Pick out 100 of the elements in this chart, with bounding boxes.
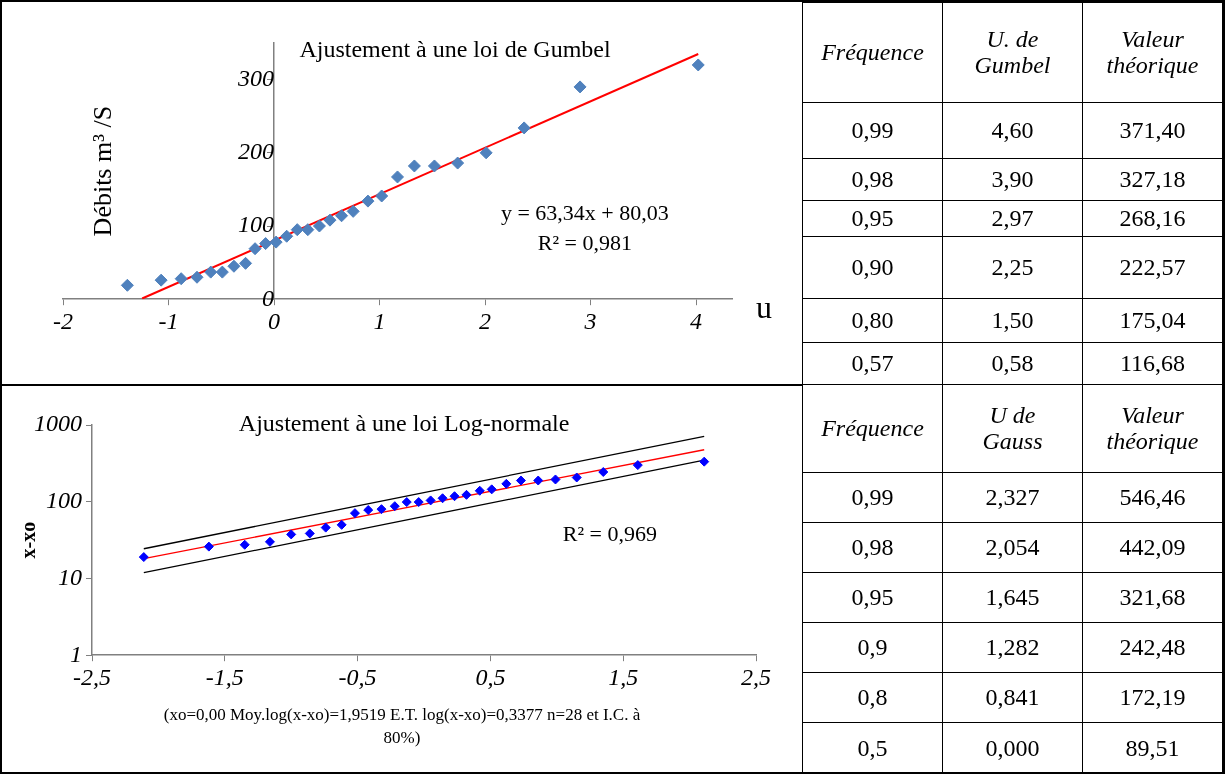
text: 175,04: [1082, 298, 1223, 343]
text: 1,282: [942, 622, 1083, 673]
point: [571, 472, 582, 483]
point: [190, 270, 204, 284]
point: [174, 272, 188, 286]
point: [632, 460, 643, 471]
text: 0,98: [802, 522, 943, 573]
text: 0,99: [802, 102, 943, 159]
x-tick-label: -1,5: [205, 663, 244, 690]
text: 1,645: [942, 572, 1083, 623]
point: [301, 223, 315, 237]
text: 327,18: [1082, 158, 1223, 201]
text: 116,68: [1082, 342, 1223, 385]
point: [474, 485, 485, 496]
text: 0,57: [802, 342, 943, 385]
text: 0,000: [942, 722, 1083, 774]
text: 222,57: [1082, 236, 1223, 299]
point: [203, 541, 214, 552]
y-axis-title: Débits m³ /S: [87, 105, 117, 237]
annotation: R² = 0,981: [537, 230, 632, 256]
x-tick-label: 0,5: [475, 663, 506, 690]
point: [227, 259, 241, 273]
point: [363, 505, 374, 516]
text: 0,99: [802, 472, 943, 523]
annotation: y = 63,34x + 80,03: [500, 200, 669, 226]
point: [550, 474, 561, 485]
point: [215, 265, 229, 279]
text: 442,09: [1082, 522, 1223, 573]
point: [204, 265, 218, 279]
point: [323, 213, 337, 227]
text: 0,95: [802, 200, 943, 237]
y-tick-label: 10: [58, 563, 82, 590]
x-axis-title: u: [756, 288, 772, 325]
point: [515, 475, 526, 486]
point: [304, 528, 315, 539]
x-tick-label: 2,5: [741, 663, 771, 690]
point: [598, 467, 609, 478]
y-tick-label: 100: [46, 487, 82, 514]
point: [501, 478, 512, 489]
text: 1,50: [942, 298, 1083, 343]
chart-title: Ajustement à une loi de Gumbel: [299, 36, 611, 63]
text: 371,40: [1082, 102, 1223, 159]
point: [320, 522, 331, 533]
x-tick-label: 2: [479, 307, 492, 334]
y-axis-title: x-xo: [17, 521, 40, 559]
text: 321,68: [1082, 572, 1223, 623]
point: [376, 504, 387, 515]
text: Valeur théorique: [1082, 2, 1223, 103]
y-tick-label: 300: [237, 64, 275, 91]
text: 2,25: [942, 236, 1083, 299]
point: [479, 146, 493, 160]
text: 242,48: [1082, 622, 1223, 673]
text: 0,80: [802, 298, 943, 343]
text: 172,19: [1082, 672, 1223, 723]
text: 2,054: [942, 522, 1083, 573]
point: [375, 189, 389, 203]
point: [413, 497, 424, 508]
text: 0,95: [802, 572, 943, 623]
point: [533, 475, 544, 486]
annotation: R² = 0,969: [562, 521, 658, 547]
point: [391, 170, 404, 184]
x-tick-label: 1: [373, 307, 386, 334]
x-tick-label: 4: [690, 307, 703, 334]
point: [312, 219, 326, 233]
point: [573, 80, 587, 94]
point: [269, 235, 283, 249]
point: [239, 539, 250, 550]
chart-title: Ajustement à une loi Log-normale: [238, 410, 570, 437]
text: 2,327: [942, 472, 1083, 523]
point: [361, 194, 375, 208]
point: [427, 159, 441, 173]
text: 0,90: [802, 236, 943, 299]
y-tick-label: 0: [262, 284, 275, 311]
point: [699, 456, 710, 467]
y-tick-label: 200: [238, 138, 275, 165]
point: [486, 484, 497, 495]
x-tick-label: -1: [158, 307, 179, 334]
text: 3,90: [942, 158, 1083, 201]
text: Fréquence: [802, 2, 943, 103]
text: 2,97: [942, 200, 1083, 237]
text: 4,60: [942, 102, 1083, 159]
point: [280, 229, 294, 243]
text: U. de Gumbel: [942, 2, 1083, 103]
point: [407, 159, 421, 173]
x-tick-label: -2: [53, 307, 73, 334]
text: 89,51: [1082, 722, 1223, 774]
y-tick-label: 1000: [34, 410, 82, 437]
point: [691, 58, 705, 72]
x-tick-label: 1,5: [608, 663, 639, 690]
x-tick-label: 3: [583, 307, 597, 334]
point: [286, 529, 297, 540]
text: Valeur théorique: [1082, 384, 1223, 473]
point: [425, 495, 436, 506]
text: 546,46: [1082, 472, 1223, 523]
text: 0,98: [802, 158, 943, 201]
text: U de Gauss: [942, 384, 1083, 473]
point: [401, 497, 412, 508]
point: [451, 156, 465, 170]
point: [138, 552, 149, 563]
point: [449, 491, 460, 502]
